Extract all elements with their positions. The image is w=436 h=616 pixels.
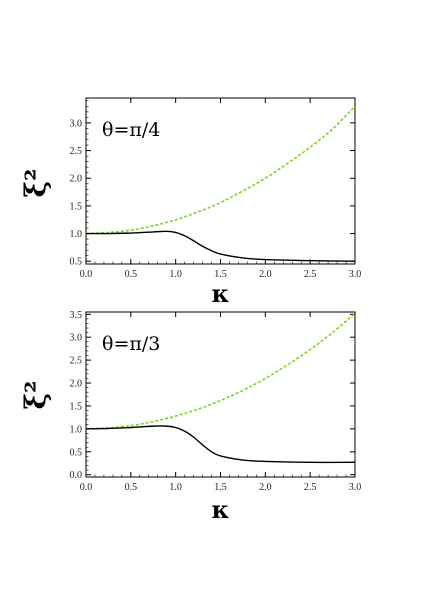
y-tick-label: 1.0 xyxy=(70,229,83,240)
x-tick-label: 0.0 xyxy=(80,482,93,493)
x-tick-label: 0.5 xyxy=(125,269,138,280)
y-axis-label: ξ² xyxy=(19,381,52,410)
y-tick-label: 1.5 xyxy=(70,401,83,412)
panel-theta-pi-over-4: 0.0 0.5 1.0 1.5 2.0 2.5 3.00.51.01.52.02.53.0 θ… xyxy=(19,97,362,308)
x-tick-label: 2.0 xyxy=(259,269,272,280)
y-tick-label: 3.0 xyxy=(70,333,83,344)
y-tick-label: 0.0 xyxy=(70,470,83,481)
x-axis-label: κ xyxy=(212,495,230,524)
x-tick-label: 1.0 xyxy=(169,269,182,280)
x-tick-label: 2.0 xyxy=(259,482,272,493)
y-tick-label: 2.0 xyxy=(70,174,83,185)
y-tick-label: 0.5 xyxy=(70,257,83,268)
y-tick-label: 2.5 xyxy=(70,146,83,157)
panel-theta-pi-over-3: 0.0 0.5 1.0 1.5 2.0 2.5 3.0 0.0 0.5 1.0 1.5 2.0 2.5 3… xyxy=(19,310,361,524)
y-tick-label: 3.0 xyxy=(70,118,83,129)
y-axis-label: ξ² xyxy=(19,169,52,198)
x-tick-label: 2.5 xyxy=(304,482,317,493)
x-tick-label: 0.5 xyxy=(125,482,138,493)
y-tick-label: 1.5 xyxy=(70,201,83,212)
y-tick-label: 3.5 xyxy=(70,310,83,321)
x-tick-label: 1.0 xyxy=(169,482,182,493)
panel-annotation: θ=π/3 xyxy=(102,333,160,355)
x-tick-label: 1.5 xyxy=(214,269,227,280)
x-tick-label: 3.0 xyxy=(349,269,362,280)
y-tick-label: 2.0 xyxy=(70,379,83,390)
y-tick-label: 1.0 xyxy=(70,424,83,435)
series-line-solid xyxy=(85,425,356,464)
x-tick-label: 1.5 xyxy=(214,482,227,493)
x-tick-label: 0.0 xyxy=(80,269,93,280)
series-line-solid xyxy=(85,230,356,262)
y-tick-label: 2.5 xyxy=(70,356,83,367)
x-tick-label: 2.5 xyxy=(304,269,317,280)
y-tick-label: 0.5 xyxy=(70,447,83,458)
x-tick-label: 3.0 xyxy=(349,482,362,493)
series-line-dashed xyxy=(85,312,356,430)
panel-annotation: θ=π/4 xyxy=(102,119,160,141)
x-axis-label: κ xyxy=(212,279,230,308)
